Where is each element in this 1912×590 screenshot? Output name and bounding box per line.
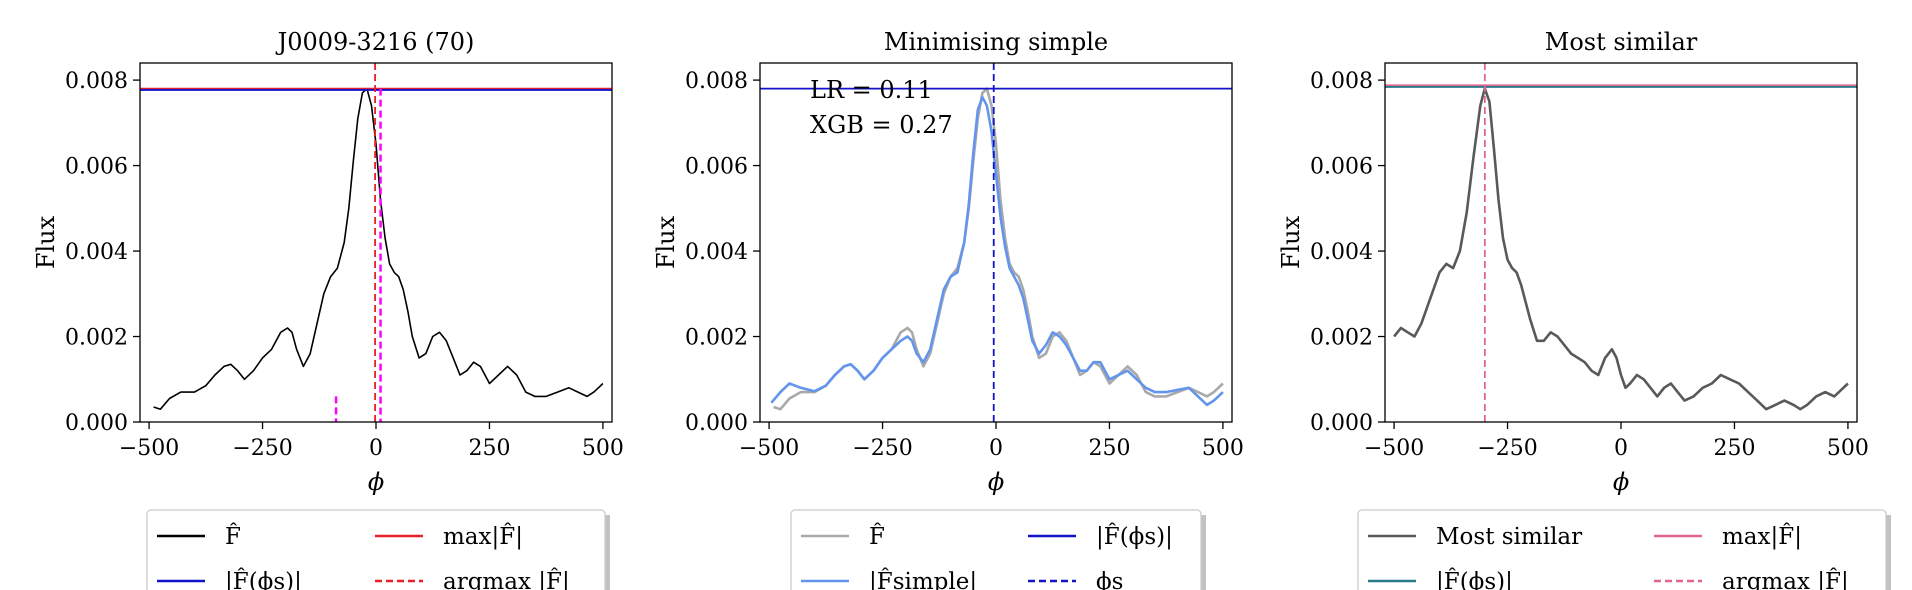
y-tick-label: 0.006	[65, 155, 128, 180]
x-tick-label: 500	[582, 436, 624, 461]
plot-area	[760, 63, 1232, 422]
y-tick-label: 0.004	[65, 240, 128, 265]
legend-box	[1357, 509, 1887, 590]
x-axis-label: ϕ	[368, 468, 384, 496]
series-line-1	[1393, 87, 1849, 411]
y-tick-label: 0.004	[1310, 240, 1373, 265]
chart-title: J0009-3216 (70)	[275, 28, 475, 56]
annotation-2: XGB = 0.27	[810, 111, 953, 139]
legend-label: |F̂(ϕs)|	[1096, 524, 1173, 550]
legend-label: argmax |F̂|	[1722, 569, 1849, 590]
legend-label: |F̂(ϕs)|	[225, 569, 302, 590]
x-tick-label: 0	[989, 436, 1003, 461]
x-axis-label: ϕ	[988, 468, 1004, 496]
x-tick-label: 0	[369, 436, 383, 461]
annotation-1: LR = 0.11	[810, 76, 933, 104]
legend-box	[790, 509, 1202, 590]
x-tick-label: −250	[232, 436, 292, 461]
x-tick-label: −500	[739, 436, 799, 461]
y-axis-label: Flux	[1277, 215, 1305, 269]
legend-label: |F̂simple|	[869, 569, 977, 590]
x-tick-label: 250	[1713, 436, 1755, 461]
y-tick-label: 0.000	[65, 411, 128, 436]
x-tick-label: 500	[1827, 436, 1869, 461]
y-axis-label: Flux	[32, 215, 60, 269]
legend-label: max|F̂|	[1722, 524, 1802, 550]
axes-frame	[759, 62, 1233, 423]
x-tick-label: −250	[1477, 436, 1537, 461]
axes-frame	[1384, 62, 1858, 423]
x-tick-label: −250	[852, 436, 912, 461]
legend-label: F̂	[225, 524, 241, 550]
x-tick-label: 250	[1088, 436, 1130, 461]
y-tick-label: 0.000	[1310, 411, 1373, 436]
x-tick-label: 500	[1202, 436, 1244, 461]
y-tick-label: 0.002	[65, 326, 128, 351]
x-tick-label: −500	[1364, 436, 1424, 461]
y-axis-label: Flux	[652, 215, 680, 269]
y-tick-label: 0.004	[685, 240, 748, 265]
legend-label: Most similar	[1436, 524, 1582, 550]
plot-area	[140, 63, 612, 422]
chart-panel-1: J0009-3216 (70) Flux ϕ −500 −250 0 250 500 0.000…	[32, 28, 624, 590]
y-tick-label: 0.002	[685, 326, 748, 351]
legend-box	[146, 509, 606, 590]
legend-label: max|F̂|	[443, 524, 523, 550]
series-line-1	[153, 87, 604, 410]
series-line-2	[770, 95, 1224, 407]
y-tick-label: 0.000	[685, 411, 748, 436]
axes-frame	[139, 62, 613, 423]
chart-panel-2: Minimising simple Flux ϕ −500 −250 0 250 500 0.0…	[652, 28, 1244, 590]
legend-label: argmax |F̂|	[443, 569, 570, 590]
y-tick-label: 0.006	[685, 155, 748, 180]
y-tick-label: 0.008	[1310, 69, 1373, 94]
x-tick-label: −500	[119, 436, 179, 461]
legend: Most similar max|F̂| |F̂(ϕs)| argmax |F̂|	[1357, 509, 1891, 590]
chart-title: Minimising simple	[884, 28, 1108, 56]
plot-area	[1385, 63, 1857, 422]
x-axis-label: ϕ	[1613, 468, 1629, 496]
y-tick-label: 0.008	[685, 69, 748, 94]
y-tick-label: 0.006	[1310, 155, 1373, 180]
x-tick-label: 0	[1614, 436, 1628, 461]
legend-label: ϕs	[1096, 569, 1123, 590]
legend-label: |F̂(ϕs)|	[1436, 569, 1513, 590]
legend: F̂ |F̂(ϕs)| |F̂simple| ϕs	[790, 509, 1206, 590]
chart-panel-3: Most similar Flux ϕ −500 −250 0 250 500 0.000 0.0…	[1277, 28, 1891, 590]
legend: F̂ max|F̂| |F̂(ϕs)| argmax |F̂|	[146, 509, 610, 590]
legend-label: F̂	[869, 524, 885, 550]
x-tick-label: 250	[468, 436, 510, 461]
y-tick-label: 0.008	[65, 69, 128, 94]
chart-title: Most similar	[1545, 28, 1698, 56]
y-tick-label: 0.002	[1310, 326, 1373, 351]
